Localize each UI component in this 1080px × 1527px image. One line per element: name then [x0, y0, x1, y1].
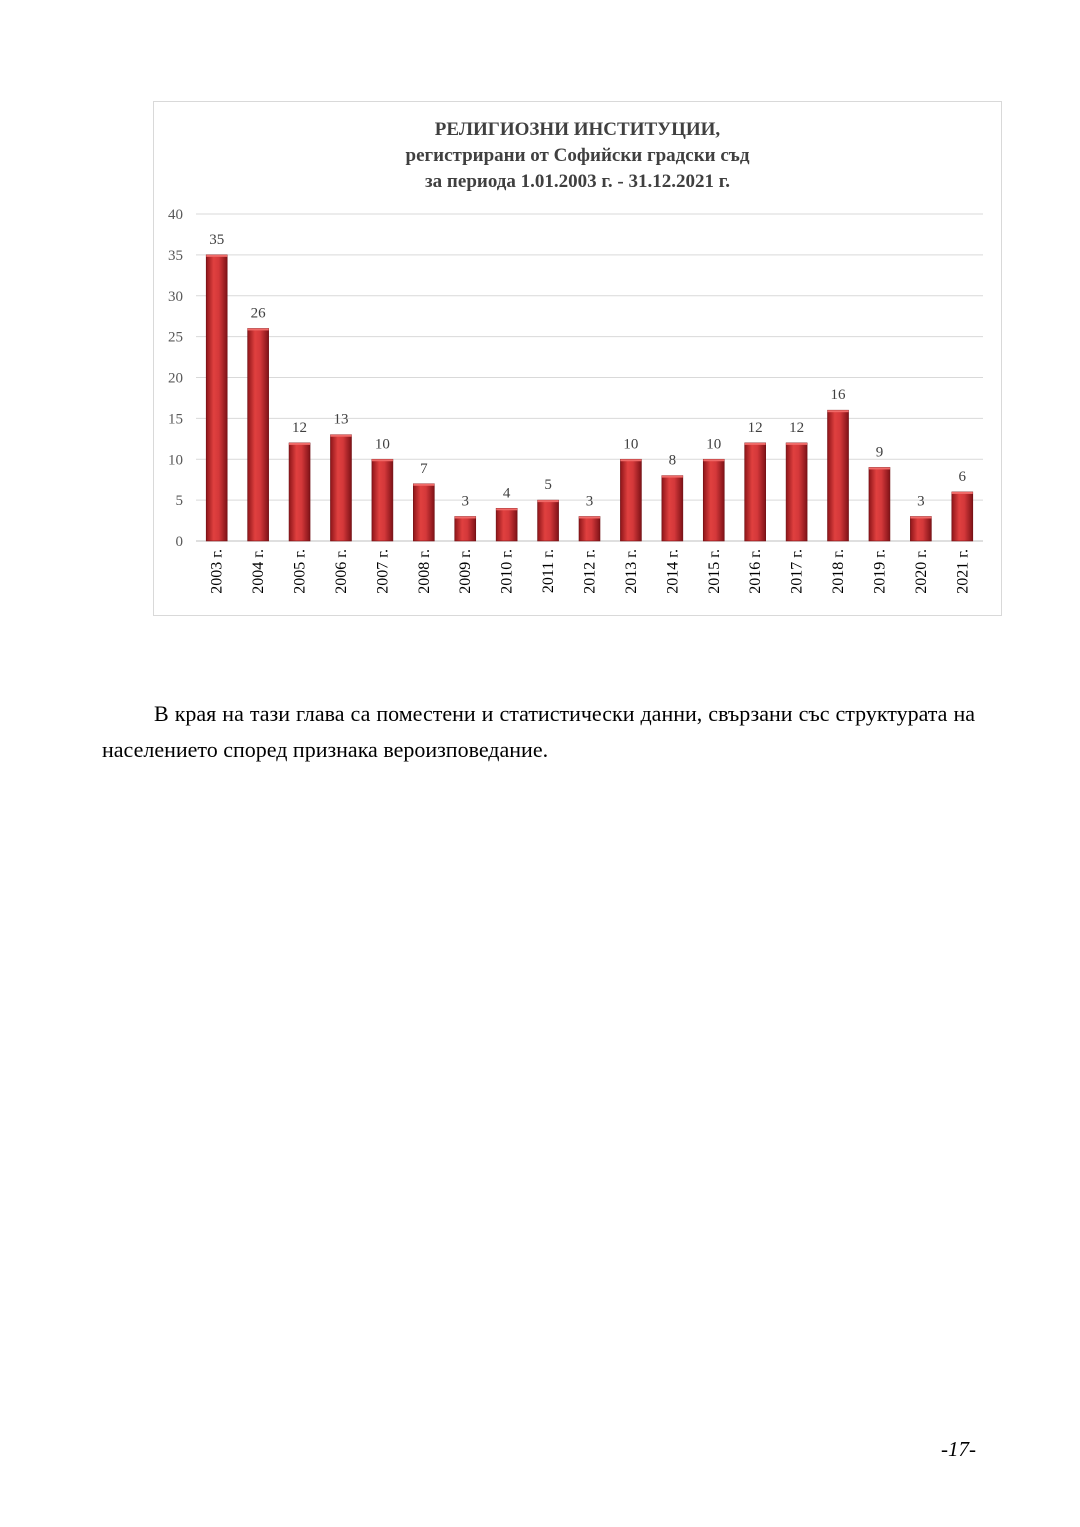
page-number: -17-: [941, 1437, 976, 1461]
body-paragraph: В края на тази глава са поместени и стат…: [102, 701, 975, 762]
chart-title-line-2: регистрирани от Софийски градски съд: [405, 145, 750, 166]
chart-title-line-3: за периода 1.01.2003 г. - 31.12.2021 г.: [425, 171, 730, 192]
chart-title: РЕЛИГИОЗНИ ИНСТИТУЦИИ, регистрирани от С…: [153, 117, 1002, 195]
chart-title-line-1: РЕЛИГИОЗНИ ИНСТИТУЦИИ,: [434, 119, 721, 140]
